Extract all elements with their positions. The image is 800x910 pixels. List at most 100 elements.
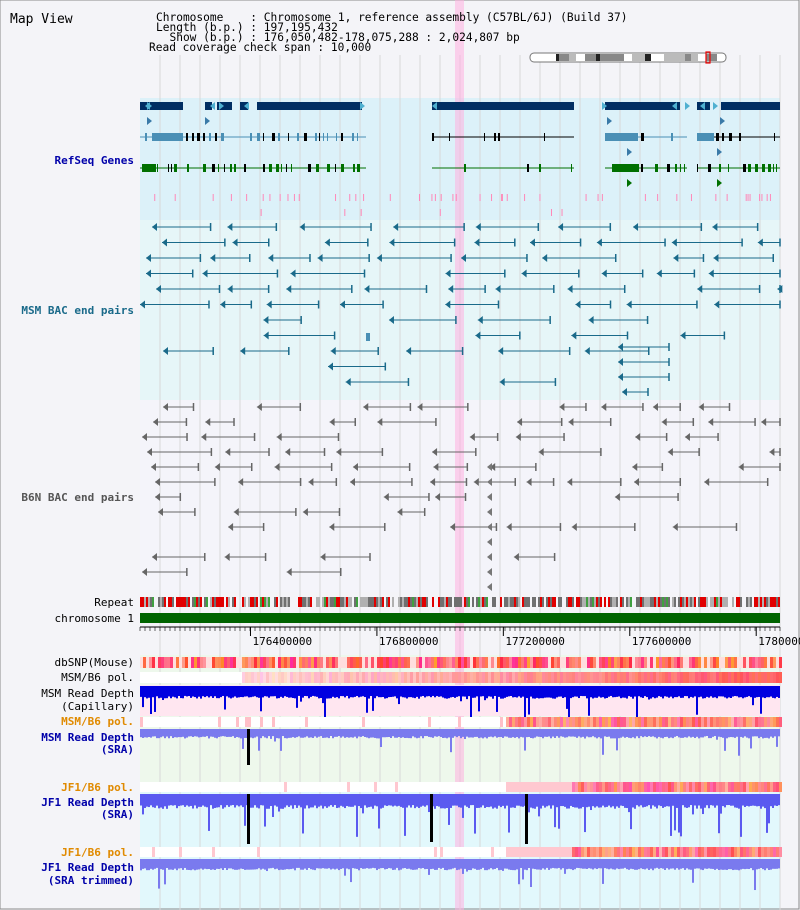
bac-end-pair[interactable] (777, 285, 783, 293)
bac-end-pair[interactable] (757, 238, 781, 247)
bac-end-pair[interactable] (474, 238, 516, 247)
bac-end-pair[interactable] (477, 316, 551, 324)
bac-end-pair[interactable] (155, 478, 216, 486)
bac-end-pair[interactable] (667, 448, 700, 456)
bac-end-pair[interactable] (201, 433, 256, 441)
bac-end-pair[interactable] (227, 285, 270, 293)
bac-end-pair[interactable] (652, 403, 681, 411)
bac-end-pair[interactable] (263, 331, 336, 340)
bac-end-pair[interactable] (263, 316, 302, 324)
bac-end-pair[interactable] (626, 300, 698, 309)
bac-end-pair[interactable] (266, 300, 320, 309)
bac-end-pair[interactable] (614, 493, 679, 501)
bac-end-pair[interactable] (146, 254, 202, 262)
bac-end-pair[interactable] (632, 463, 664, 471)
bac-end-pair[interactable] (571, 523, 636, 531)
bac-end-pair[interactable] (567, 478, 622, 486)
bac-end-pair[interactable] (596, 238, 666, 247)
gene-block[interactable] (366, 333, 370, 341)
bac-end-pair[interactable] (147, 448, 213, 456)
bac-end-pair[interactable] (618, 373, 670, 381)
bac-end-pair[interactable] (506, 523, 562, 531)
bac-end-pair[interactable] (538, 448, 602, 456)
bac-end-pair[interactable] (469, 433, 499, 441)
bac-end-pair[interactable] (225, 448, 270, 456)
bac-end-pair[interactable] (158, 508, 196, 516)
track-label-refseq[interactable]: RefSeq Genes (55, 154, 134, 167)
bac-end-pair[interactable] (529, 238, 582, 247)
bac-end-pair[interactable] (571, 331, 629, 340)
bac-end-pair[interactable] (433, 463, 469, 471)
bac-end-pair[interactable] (761, 418, 781, 426)
bac-end-pair[interactable] (559, 403, 587, 411)
bac-end-pair[interactable] (142, 568, 188, 576)
bac-end-pair[interactable] (153, 418, 188, 426)
bac-end-pair[interactable] (308, 478, 338, 486)
bac-end-pair[interactable] (499, 378, 557, 386)
bac-end-pair[interactable] (601, 269, 644, 278)
bac-end-pair[interactable] (684, 433, 719, 441)
bac-end-pair[interactable] (671, 238, 743, 247)
gene-block[interactable] (152, 133, 183, 141)
bac-end-pair[interactable] (377, 418, 437, 426)
bac-end-pair[interactable] (376, 254, 452, 262)
bac-end-pair[interactable] (302, 508, 341, 516)
bac-end-pair[interactable] (588, 316, 649, 324)
read-depth-bars[interactable] (140, 859, 780, 891)
bac-end-pair[interactable] (163, 403, 195, 411)
bac-end-pair[interactable] (567, 285, 626, 293)
gene-block[interactable] (432, 102, 574, 110)
bac-end-pair[interactable] (274, 463, 333, 471)
gene-model[interactable] (140, 164, 366, 172)
gene-model[interactable] (432, 133, 574, 141)
bac-end-pair[interactable] (328, 362, 387, 371)
bac-end-pair[interactable] (656, 269, 696, 278)
gene-block[interactable] (257, 102, 362, 110)
bac-end-pair[interactable] (397, 508, 426, 516)
bac-end-pair[interactable] (156, 285, 221, 293)
gene-block[interactable] (697, 133, 714, 141)
bac-end-pair[interactable] (738, 463, 781, 471)
bac-end-pair[interactable] (162, 238, 226, 247)
bac-end-pair[interactable] (498, 347, 571, 355)
bac-end-pair[interactable] (448, 285, 486, 293)
bac-end-pair[interactable] (515, 433, 565, 441)
bac-end-pair[interactable] (240, 347, 290, 355)
bac-end-pair[interactable] (220, 300, 253, 309)
bac-end-pair[interactable] (214, 463, 253, 471)
bac-end-pair[interactable] (517, 418, 563, 426)
bac-end-pair[interactable] (329, 418, 357, 426)
gene-block[interactable] (612, 164, 638, 172)
bac-end-pair[interactable] (393, 223, 465, 231)
bac-end-pair[interactable] (708, 269, 781, 278)
bac-end-pair[interactable] (633, 223, 703, 231)
bac-end-pair[interactable] (769, 448, 781, 456)
bac-end-pair[interactable] (513, 553, 556, 561)
bac-end-pair[interactable] (330, 347, 379, 355)
read-depth-bars[interactable] (140, 794, 780, 844)
gene-model[interactable] (432, 164, 574, 172)
gene-block[interactable] (217, 102, 232, 110)
bac-end-pair[interactable] (238, 478, 302, 486)
bac-end-pair[interactable] (336, 448, 384, 456)
bac-end-pair[interactable] (210, 254, 251, 262)
gene-block[interactable] (605, 102, 680, 110)
bac-end-pair[interactable] (383, 493, 430, 501)
bac-end-pair[interactable] (256, 403, 302, 411)
bac-end-pair[interactable] (268, 254, 311, 262)
gene-block[interactable] (721, 102, 780, 110)
bac-end-pair[interactable] (317, 254, 370, 262)
bac-end-pair[interactable] (363, 403, 412, 411)
bac-end-pair[interactable] (672, 523, 738, 531)
bac-end-pair[interactable] (205, 418, 235, 426)
bac-end-pair[interactable] (521, 269, 580, 278)
bac-end-pair[interactable] (714, 300, 781, 309)
bac-end-pair[interactable] (680, 331, 726, 340)
bac-end-pair[interactable] (388, 316, 457, 324)
read-depth-bars[interactable] (140, 686, 780, 722)
bac-end-pair[interactable] (227, 223, 278, 231)
bac-end-pair[interactable] (475, 331, 521, 340)
bac-end-pair[interactable] (146, 269, 194, 278)
bac-end-pair[interactable] (445, 300, 500, 309)
